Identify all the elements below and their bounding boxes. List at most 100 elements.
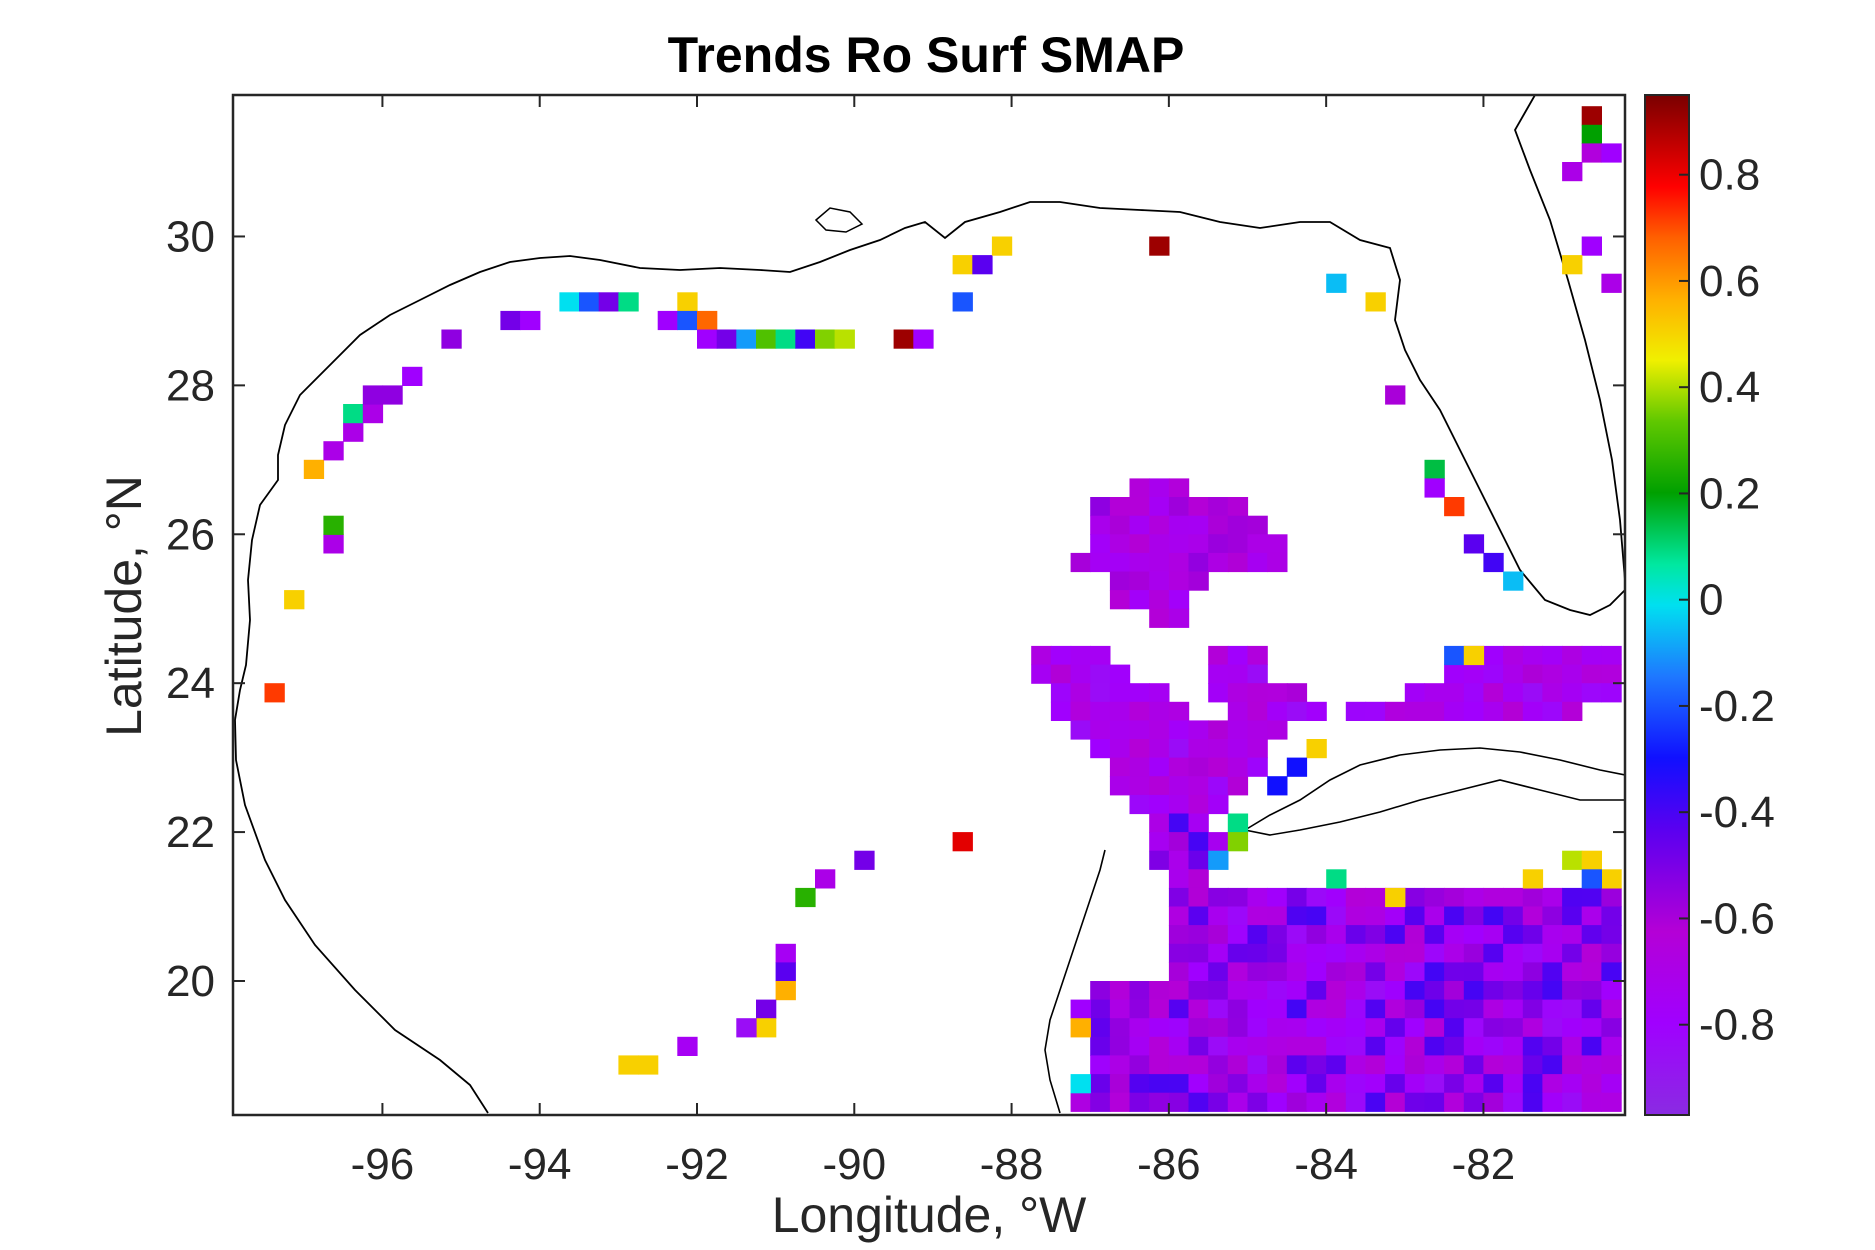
data-cell: [1365, 1055, 1386, 1075]
data-cell: [775, 981, 796, 1001]
data-cell: [854, 850, 875, 870]
data-cell: [1109, 590, 1131, 610]
colorbar-tick-label: 0.8: [1699, 151, 1760, 200]
data-cell: [1168, 943, 1190, 963]
data-cell: [1424, 887, 1445, 908]
data-cell: [1168, 552, 1190, 573]
data-cell: [1149, 552, 1170, 573]
data-cell: [1503, 999, 1524, 1019]
data-cell: [1109, 534, 1131, 554]
data-cell: [1090, 552, 1111, 573]
data-cell: [1208, 515, 1229, 535]
data-cell: [1444, 497, 1465, 517]
data-cell: [1168, 515, 1190, 535]
data-cell: [1109, 1074, 1131, 1094]
data-cell: [1503, 981, 1524, 1001]
data-cell: [1562, 683, 1583, 703]
data-cell: [1267, 962, 1288, 982]
data-cell: [1168, 776, 1190, 796]
data-cell: [1109, 571, 1131, 591]
lake-pontchartrain: [814, 207, 864, 233]
data-cell: [1090, 1055, 1111, 1075]
data-cell: [1483, 1074, 1504, 1094]
data-cell: [1365, 999, 1386, 1019]
data-cell: [1503, 906, 1524, 926]
data-cell: [1365, 1074, 1386, 1094]
data-cell: [1562, 645, 1583, 666]
data-cell: [1149, 981, 1170, 1001]
data-cell: [1404, 925, 1426, 945]
data-cell: [1227, 552, 1249, 573]
data-cell: [1247, 981, 1268, 1001]
data-cell: [1581, 1018, 1602, 1038]
data-cell: [1168, 981, 1190, 1001]
data-cell: [1562, 255, 1583, 275]
data-cell: [1601, 925, 1622, 945]
x-axis-label: Longitude, °W: [772, 1187, 1087, 1243]
data-cell: [1542, 1074, 1563, 1094]
data-cell: [1581, 106, 1602, 126]
data-cell: [1109, 776, 1131, 796]
data-cell: [1129, 999, 1150, 1019]
data-cell: [1601, 645, 1622, 666]
data-cell: [1542, 683, 1563, 703]
data-cell: [1227, 999, 1249, 1019]
data-cell: [1581, 906, 1602, 926]
data-cell: [1345, 887, 1367, 908]
data-cell: [1168, 534, 1190, 554]
data-cell: [1188, 552, 1209, 573]
data-cell: [1227, 943, 1249, 963]
data-cell: [795, 329, 816, 349]
data-cell: [1503, 683, 1524, 703]
data-cell: [1444, 943, 1465, 963]
data-cell: [1345, 1036, 1367, 1056]
data-cell: [1306, 1092, 1327, 1112]
data-cell: [1149, 701, 1170, 721]
data-cell: [1345, 1092, 1367, 1112]
data-cell: [775, 943, 796, 963]
data-cell: [1306, 1018, 1327, 1038]
data-cell: [1581, 962, 1602, 982]
data-cell: [1227, 1018, 1249, 1038]
data-cell: [559, 292, 580, 312]
data-cell: [1267, 552, 1288, 573]
data-cell: [1503, 1036, 1524, 1056]
data-cell: [1503, 701, 1524, 721]
data-cell: [1404, 962, 1426, 982]
data-cell: [1581, 124, 1602, 144]
data-cell: [1424, 981, 1445, 1001]
data-cell: [1188, 832, 1209, 852]
data-cell: [1090, 739, 1111, 759]
data-cell: [1168, 869, 1190, 889]
data-cell: [1483, 664, 1504, 684]
data-cell: [598, 292, 619, 312]
x-tick-label: -90: [822, 1140, 886, 1189]
data-cell: [1149, 683, 1170, 703]
data-cell: [1149, 1036, 1170, 1056]
data-cell: [1483, 887, 1504, 908]
data-cell: [1070, 720, 1091, 740]
y-tick-label: 28: [166, 361, 215, 410]
data-cell: [1227, 701, 1249, 721]
data-cell: [815, 329, 836, 349]
data-cell: [1522, 962, 1544, 982]
data-cell: [1542, 887, 1563, 908]
data-cell: [1562, 1018, 1583, 1038]
data-cell: [1149, 832, 1170, 852]
data-cell: [1542, 906, 1563, 926]
y-tick-label: 26: [166, 510, 215, 559]
data-cell: [1208, 832, 1229, 852]
data-cell: [1267, 720, 1288, 740]
data-cell: [1424, 478, 1445, 498]
data-cell: [1090, 497, 1111, 517]
data-cell: [1247, 739, 1268, 759]
data-cell: [1149, 776, 1170, 796]
data-cell: [1109, 497, 1131, 517]
data-cell: [1188, 534, 1209, 554]
data-cell: [1188, 999, 1209, 1019]
data-cell: [1090, 515, 1111, 535]
data-cell: [1503, 943, 1524, 963]
data-cell: [1503, 962, 1524, 982]
data-cell: [1522, 906, 1544, 926]
data-cell: [736, 329, 757, 349]
